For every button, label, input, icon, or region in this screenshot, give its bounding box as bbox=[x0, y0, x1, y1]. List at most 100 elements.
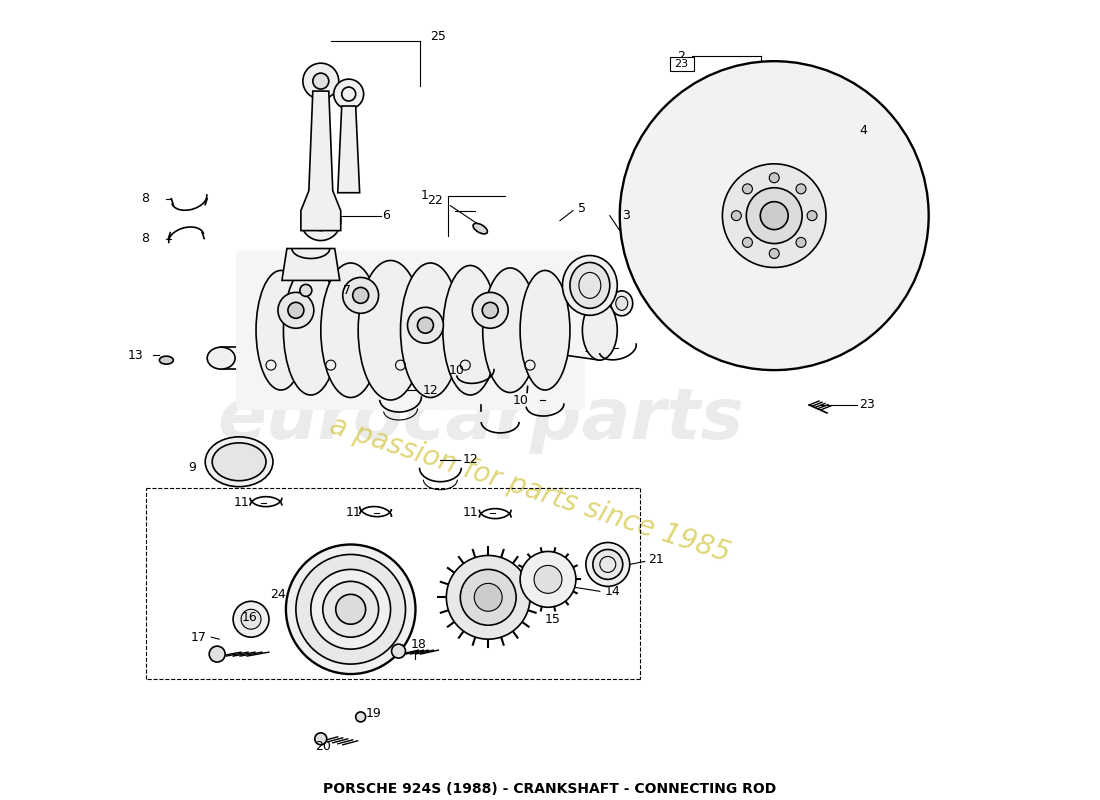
Circle shape bbox=[312, 73, 329, 89]
Text: 25: 25 bbox=[430, 30, 447, 42]
Circle shape bbox=[315, 733, 327, 745]
Ellipse shape bbox=[520, 270, 570, 390]
Ellipse shape bbox=[207, 347, 235, 369]
Circle shape bbox=[311, 210, 331, 230]
Text: 23: 23 bbox=[859, 398, 874, 411]
Text: 13: 13 bbox=[128, 349, 143, 362]
Circle shape bbox=[732, 210, 741, 221]
Circle shape bbox=[333, 79, 364, 109]
Text: 12: 12 bbox=[462, 454, 478, 466]
Text: 16: 16 bbox=[241, 610, 257, 624]
Circle shape bbox=[769, 173, 779, 182]
Circle shape bbox=[392, 644, 406, 658]
Circle shape bbox=[286, 545, 416, 674]
Ellipse shape bbox=[582, 300, 617, 360]
Polygon shape bbox=[301, 91, 341, 230]
Circle shape bbox=[723, 164, 826, 267]
Circle shape bbox=[807, 210, 817, 221]
Text: 15: 15 bbox=[546, 613, 561, 626]
Text: 11: 11 bbox=[345, 506, 362, 519]
Circle shape bbox=[418, 318, 433, 334]
Text: 23: 23 bbox=[674, 59, 689, 69]
Ellipse shape bbox=[562, 255, 617, 315]
Ellipse shape bbox=[483, 268, 538, 393]
Text: a passion for parts since 1985: a passion for parts since 1985 bbox=[327, 411, 734, 568]
Circle shape bbox=[336, 594, 365, 624]
Ellipse shape bbox=[212, 443, 266, 481]
Bar bbox=[670, 57, 693, 71]
Text: 8: 8 bbox=[142, 232, 150, 245]
Circle shape bbox=[474, 583, 503, 611]
Circle shape bbox=[520, 551, 576, 607]
Ellipse shape bbox=[570, 262, 609, 308]
Circle shape bbox=[535, 566, 562, 594]
Text: 1: 1 bbox=[420, 190, 428, 202]
Text: PORSCHE 924S (1988) - CRANKSHAFT - CONNECTING ROD: PORSCHE 924S (1988) - CRANKSHAFT - CONNE… bbox=[323, 782, 777, 796]
Text: 22: 22 bbox=[427, 194, 442, 207]
Circle shape bbox=[209, 646, 226, 662]
Polygon shape bbox=[338, 106, 360, 193]
Circle shape bbox=[593, 550, 623, 579]
Ellipse shape bbox=[256, 270, 306, 390]
Circle shape bbox=[233, 602, 270, 637]
Text: 6: 6 bbox=[383, 209, 390, 222]
Text: 20: 20 bbox=[315, 740, 331, 754]
Ellipse shape bbox=[616, 296, 628, 310]
Circle shape bbox=[742, 184, 752, 194]
Text: 17: 17 bbox=[190, 630, 206, 644]
Text: 24: 24 bbox=[271, 588, 286, 601]
Ellipse shape bbox=[206, 437, 273, 486]
Circle shape bbox=[300, 285, 311, 296]
Circle shape bbox=[619, 61, 928, 370]
Text: 12: 12 bbox=[422, 383, 438, 397]
Ellipse shape bbox=[610, 291, 632, 316]
Ellipse shape bbox=[359, 261, 422, 400]
Text: 10: 10 bbox=[513, 394, 528, 406]
Text: 23: 23 bbox=[672, 59, 686, 69]
Ellipse shape bbox=[473, 223, 487, 234]
Circle shape bbox=[302, 63, 339, 99]
Text: 9: 9 bbox=[188, 462, 196, 474]
Circle shape bbox=[288, 302, 304, 318]
Circle shape bbox=[296, 554, 406, 664]
Circle shape bbox=[241, 610, 261, 630]
Ellipse shape bbox=[443, 266, 497, 395]
Circle shape bbox=[407, 307, 443, 343]
Circle shape bbox=[278, 292, 314, 328]
Ellipse shape bbox=[400, 263, 460, 398]
Circle shape bbox=[355, 712, 365, 722]
Circle shape bbox=[353, 287, 369, 303]
Circle shape bbox=[460, 570, 516, 626]
Text: 11: 11 bbox=[462, 506, 478, 519]
Text: 5: 5 bbox=[578, 202, 586, 215]
Text: 10: 10 bbox=[449, 364, 464, 377]
Polygon shape bbox=[282, 249, 340, 281]
Text: 8: 8 bbox=[142, 192, 150, 206]
Text: 21: 21 bbox=[648, 553, 663, 566]
Circle shape bbox=[311, 570, 390, 649]
Circle shape bbox=[586, 542, 629, 586]
Text: 3: 3 bbox=[621, 209, 629, 222]
Circle shape bbox=[769, 249, 779, 258]
Ellipse shape bbox=[321, 263, 381, 398]
Circle shape bbox=[482, 302, 498, 318]
Circle shape bbox=[760, 202, 789, 230]
Circle shape bbox=[796, 238, 806, 247]
Circle shape bbox=[742, 238, 752, 247]
Circle shape bbox=[796, 184, 806, 194]
Circle shape bbox=[301, 201, 341, 241]
Circle shape bbox=[447, 555, 530, 639]
Circle shape bbox=[322, 582, 378, 637]
Text: 7: 7 bbox=[343, 284, 351, 297]
Text: 18: 18 bbox=[410, 638, 427, 650]
FancyBboxPatch shape bbox=[236, 250, 585, 410]
Text: 19: 19 bbox=[365, 707, 382, 721]
Ellipse shape bbox=[160, 356, 174, 364]
Circle shape bbox=[343, 278, 378, 314]
Circle shape bbox=[472, 292, 508, 328]
Circle shape bbox=[746, 188, 802, 243]
Text: 2: 2 bbox=[676, 50, 684, 62]
Text: 4: 4 bbox=[859, 125, 867, 138]
Text: 14: 14 bbox=[605, 585, 620, 598]
Text: 11: 11 bbox=[233, 496, 249, 509]
